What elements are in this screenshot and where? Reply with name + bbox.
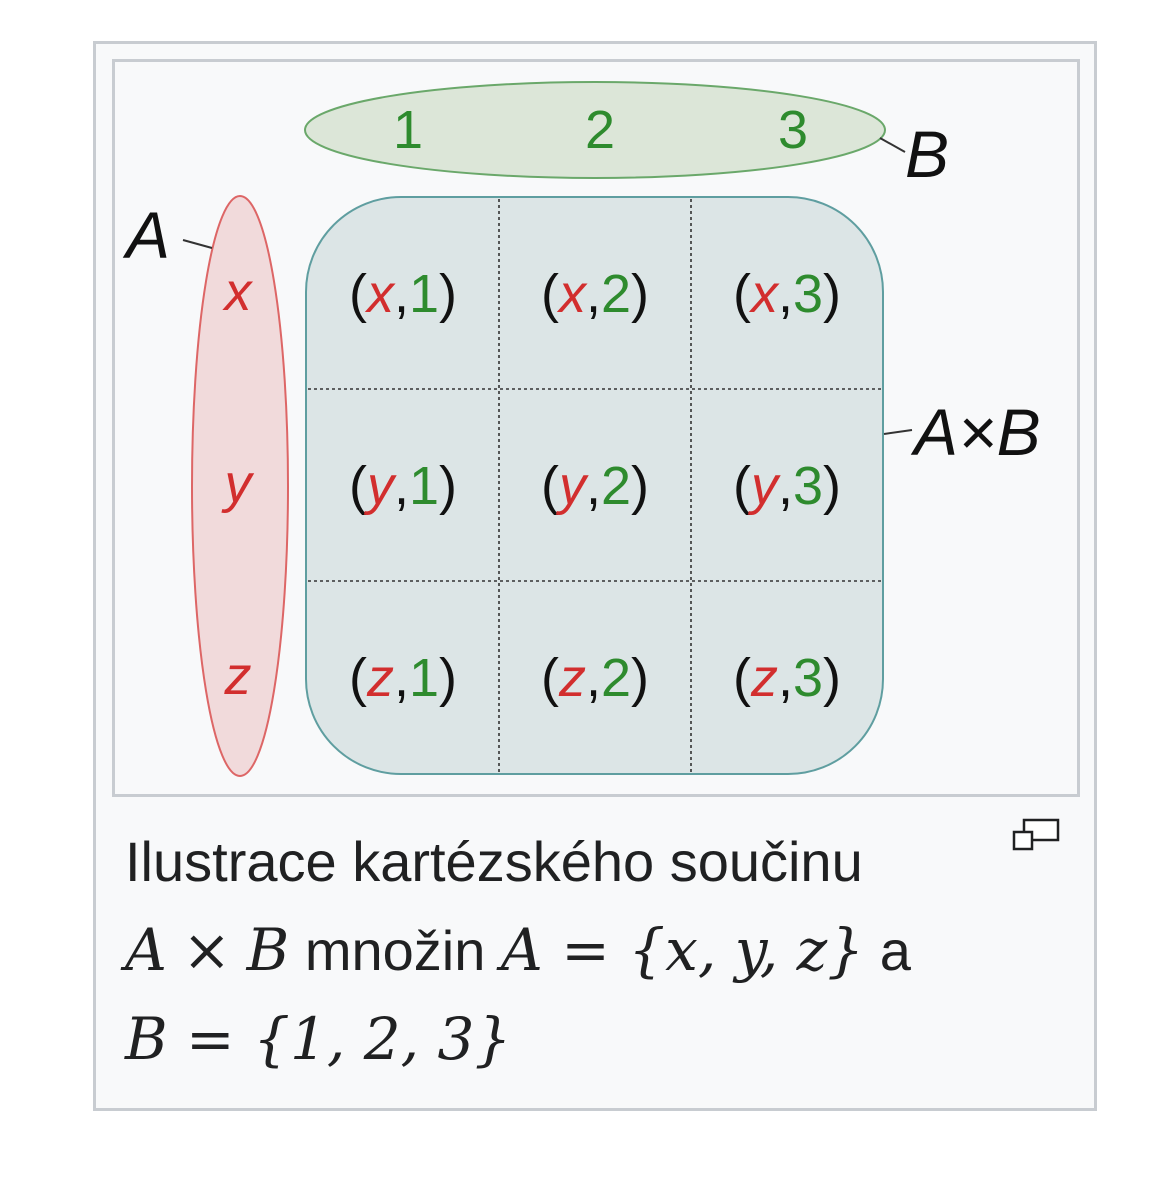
set-b-element: 1 — [393, 100, 423, 160]
set-b-leader — [879, 137, 906, 153]
product-leader — [883, 429, 913, 435]
caption-math-a: A — [125, 916, 167, 984]
caption-line-1: Ilustrace kartézského součinu — [125, 830, 863, 893]
caption-text-and: a — [879, 919, 911, 982]
caption-math-b: B — [246, 916, 290, 984]
pair-cell: (x,3) — [733, 264, 841, 324]
set-a-element: y — [221, 454, 255, 514]
product-label: A×B — [910, 395, 1041, 469]
set-b-ellipse — [304, 81, 886, 179]
set-b-element: 3 — [778, 100, 808, 160]
caption-math-times: × — [182, 916, 232, 984]
set-b-label: B — [905, 117, 949, 191]
caption-set-a: A = {x, y, z} — [500, 916, 865, 984]
pair-cell: (y,3) — [733, 456, 841, 516]
caption-line-3: B = {1, 2, 3} — [125, 995, 1065, 1084]
set-a-leader — [182, 239, 213, 249]
set-b-element: 2 — [585, 100, 615, 160]
pair-cell: (x,2) — [541, 264, 649, 324]
product-region — [305, 196, 884, 775]
caption-text-mnozin: množin — [304, 919, 486, 982]
caption-line-2: A × B množin A = {x, y, z} a — [125, 906, 1065, 995]
set-a-element: z — [224, 646, 252, 706]
pair-cell: (z,2) — [541, 648, 649, 708]
figure-caption: Ilustrace kartézského součinu A × B množ… — [125, 818, 1065, 1084]
product-pairs: (x,1) (x,2) (x,3) (y,1) (y,2) (y,3) (z,1… — [349, 264, 841, 708]
pair-cell: (z,1) — [349, 648, 457, 708]
pair-cell: (y,2) — [541, 456, 649, 516]
set-a-ellipse — [191, 195, 289, 777]
pair-cell: (z,3) — [733, 648, 841, 708]
set-a-element: x — [222, 262, 254, 322]
caption-set-b: B = {1, 2, 3} — [125, 1005, 512, 1073]
magnify-clip-icon[interactable] — [1012, 818, 1060, 852]
set-a-label: A — [122, 198, 170, 272]
pair-cell: (x,1) — [349, 264, 457, 324]
pair-cell: (y,1) — [349, 456, 457, 516]
